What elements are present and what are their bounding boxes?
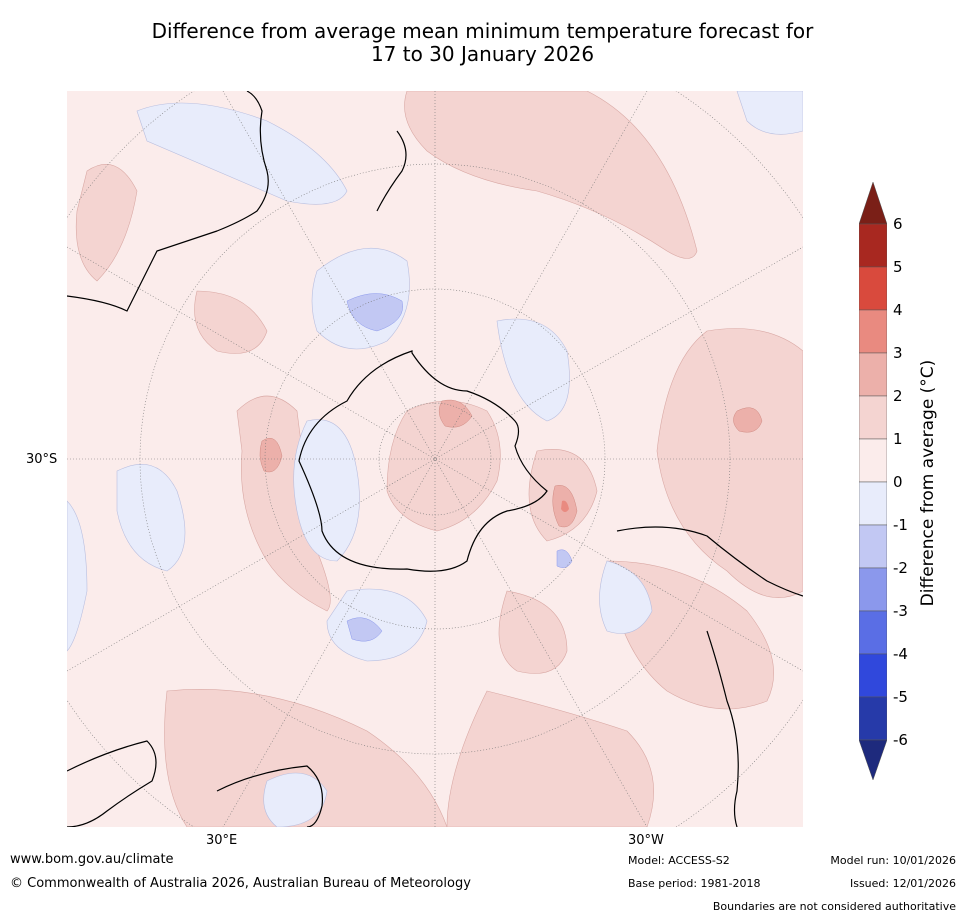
colorbar-band-0-to-1 — [859, 438, 887, 483]
colorbar-tick: 4 — [893, 301, 903, 319]
title-line-1: Difference from average mean minimum tem… — [151, 19, 814, 43]
colorbar-band-3-to-4 — [859, 309, 887, 354]
colorbar-tick: -1 — [893, 516, 908, 534]
copyright-text: © Commonwealth of Australia 2026, Austra… — [10, 876, 471, 891]
forecast-map — [67, 91, 803, 827]
colorbar-band-minus-5-to-minus-4 — [859, 653, 887, 698]
colorbar-tick: 3 — [893, 344, 903, 362]
warm-anomaly-3-to-4 — [561, 500, 569, 512]
colorbar-band-1-to-2 — [859, 395, 887, 440]
warm-anomaly-1-to-2 — [75, 91, 803, 827]
colorbar-band-5-to-6 — [859, 223, 887, 268]
colorbar-tick: -5 — [893, 688, 908, 706]
colorbar-tick: -6 — [893, 731, 908, 749]
colorbar-tick: 6 — [893, 215, 903, 233]
colorbar-under-triangle — [859, 739, 887, 781]
colorbar-label: Difference from average (°C) — [918, 359, 938, 607]
lon-label-30w: 30°W — [628, 833, 664, 848]
model-run-text: Model run: 10/01/2026 — [830, 854, 956, 867]
colorbar-band-minus-4-to-minus-3 — [859, 610, 887, 655]
colorbar-tick: -4 — [893, 645, 908, 663]
colorbar-tick: 5 — [893, 258, 903, 276]
colorbar-tick: 2 — [893, 387, 903, 405]
colorbar-band-minus-6-to-minus-5 — [859, 696, 887, 741]
colorbar-over-triangle — [859, 182, 887, 225]
base-period-text: Base period: 1981-2018 — [628, 877, 761, 890]
colorbar-tick: 1 — [893, 430, 903, 448]
website-link[interactable]: www.bom.gov.au/climate — [10, 852, 174, 867]
colorbar — [859, 182, 887, 781]
colorbar-band-minus-3-to-minus-2 — [859, 567, 887, 612]
colorbar-tick: -2 — [893, 559, 908, 577]
graticule — [67, 91, 803, 827]
colorbar-tick: 0 — [893, 473, 903, 491]
title-line-2: 17 to 30 January 2026 — [370, 42, 595, 66]
antarctica-coastline — [298, 350, 548, 572]
chart-title: Difference from average mean minimum tem… — [0, 20, 965, 66]
lat-label-30s: 30°S — [26, 452, 58, 467]
disclaimer-text: Boundaries are not considered authoritat… — [712, 900, 956, 913]
colorbar-band-minus-1-to-0 — [859, 481, 887, 526]
colorbar-band-4-to-5 — [859, 266, 887, 311]
colorbar-band-minus-2-to-minus-1 — [859, 524, 887, 569]
issued-text: Issued: 12/01/2026 — [849, 877, 956, 890]
colorbar-band-2-to-3 — [859, 352, 887, 397]
australia-coastline — [67, 91, 269, 312]
map-svg — [67, 91, 803, 827]
new-zealand-coastline — [376, 130, 407, 212]
south-america-coastline — [616, 526, 803, 597]
colorbar-tick: -3 — [893, 602, 908, 620]
model-text: Model: ACCESS-S2 — [628, 854, 730, 867]
madagascar-region-coastline — [216, 765, 324, 827]
south-america-west-coast — [706, 630, 739, 827]
lon-label-30e: 30°E — [206, 833, 238, 848]
cool-anomaly-minus-2-to-minus-1 — [346, 293, 573, 642]
africa-coastline — [67, 740, 157, 827]
